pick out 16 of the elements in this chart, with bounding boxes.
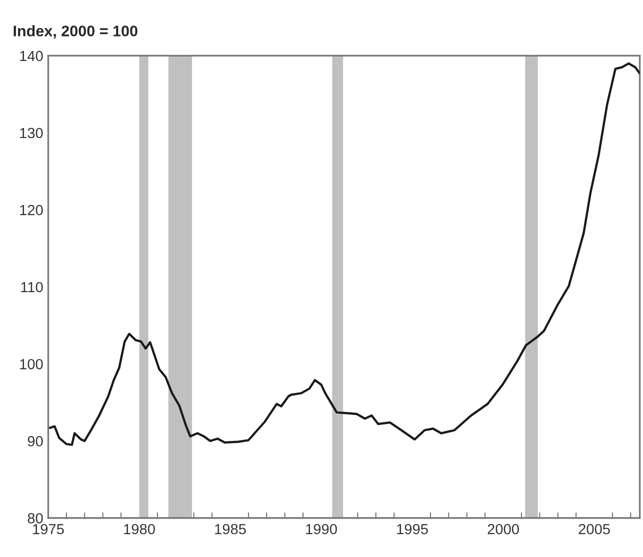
x-tick-label: 1985 — [215, 524, 246, 534]
y-tick-label: 120 — [20, 204, 43, 216]
y-tick-label: 80 — [28, 513, 43, 524]
x-tick-label: 1995 — [397, 524, 428, 534]
y-tick-label: 140 — [20, 50, 43, 62]
y-tick-label: 100 — [20, 359, 43, 370]
y-tick-label: 110 — [21, 282, 43, 292]
line-series — [48, 62, 640, 446]
x-tick-label: 1980 — [124, 524, 155, 534]
chart-title: Index, 2000 = 100 — [14, 25, 138, 39]
x-tick-label: 2000 — [488, 524, 519, 534]
x-tick-label: 2005 — [578, 524, 610, 534]
x-tick-label: 1975 — [33, 524, 64, 534]
y-tick-label: 130 — [20, 128, 43, 138]
x-tick-label: 1990 — [306, 524, 337, 534]
y-tick-label: 90 — [28, 436, 43, 446]
